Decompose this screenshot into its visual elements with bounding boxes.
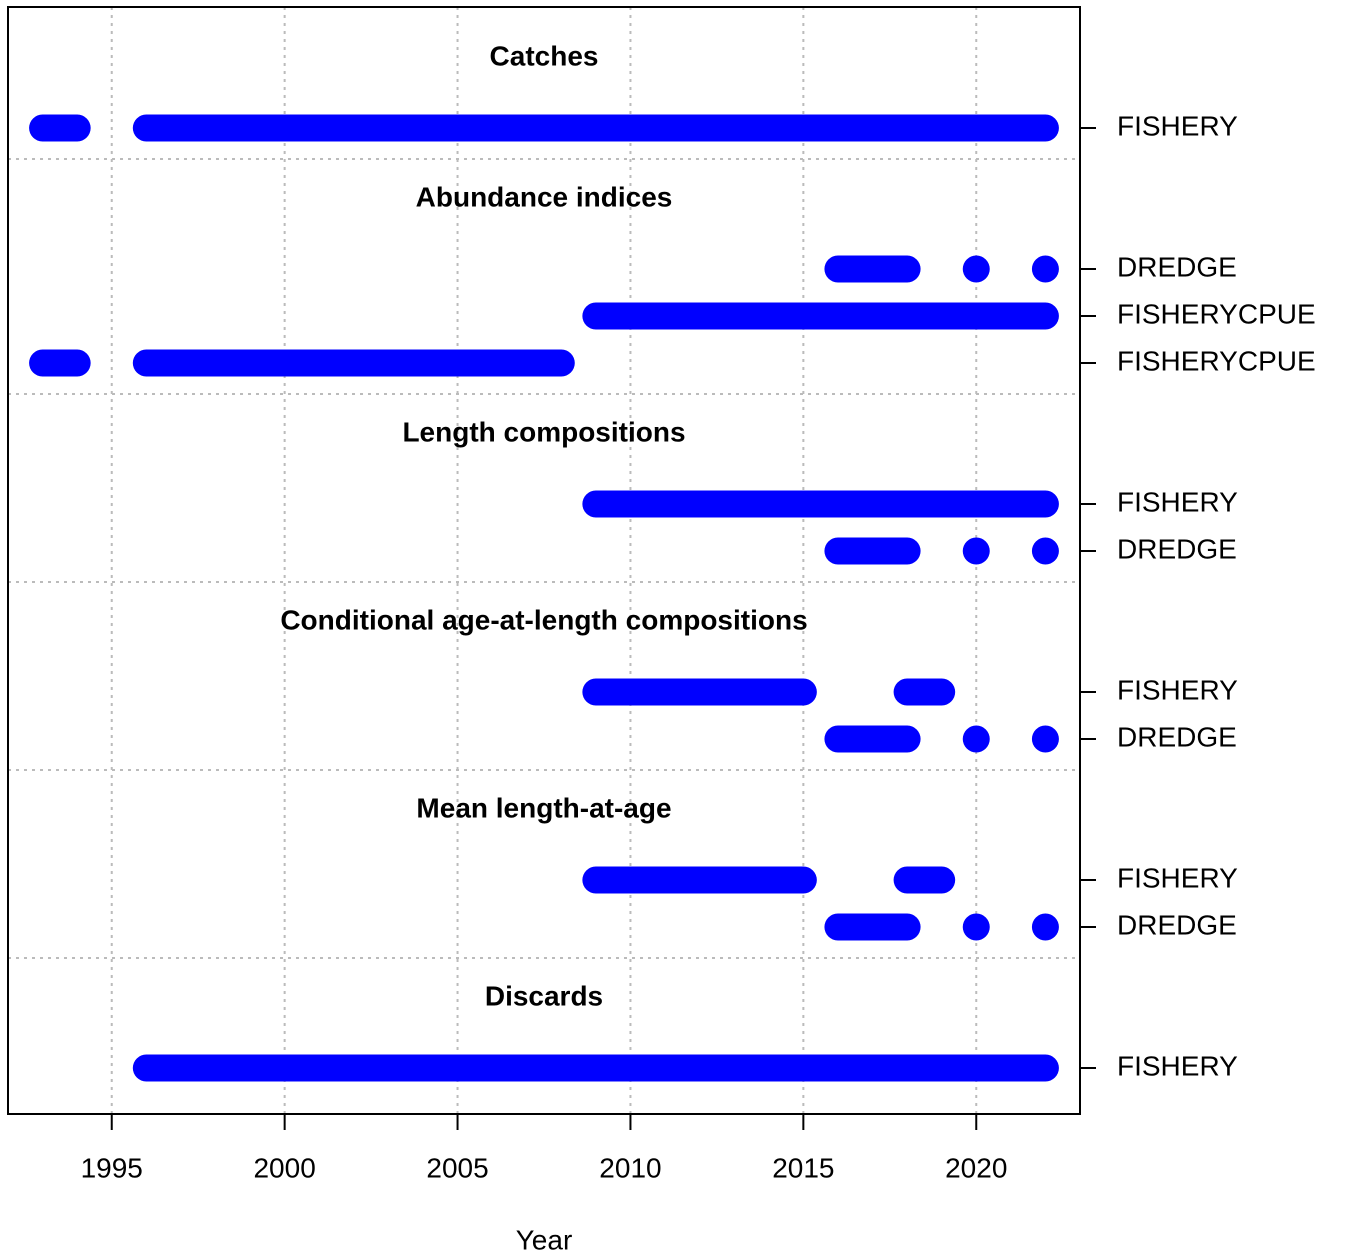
data-point bbox=[962, 255, 990, 283]
row-label: DREDGE bbox=[1117, 533, 1237, 564]
row-label: FISHERY bbox=[1117, 486, 1238, 517]
x-tick-label: 2020 bbox=[945, 1152, 1007, 1183]
x-tick-label: 2015 bbox=[772, 1152, 834, 1183]
row-label: DREDGE bbox=[1117, 251, 1237, 282]
x-tick-label: 1995 bbox=[81, 1152, 143, 1183]
data-point bbox=[962, 913, 990, 941]
data-point bbox=[1031, 725, 1059, 753]
row-label: FISHERYCPUE bbox=[1117, 298, 1316, 329]
section-title: Catches bbox=[490, 40, 599, 71]
x-tick-label: 2000 bbox=[253, 1152, 315, 1183]
section-title: Discards bbox=[485, 980, 603, 1011]
row-label: FISHERY bbox=[1117, 862, 1238, 893]
row-label: FISHERY bbox=[1117, 1050, 1238, 1081]
section-title: Conditional age-at-length compositions bbox=[280, 604, 807, 635]
data-point bbox=[1031, 255, 1059, 283]
row-label: DREDGE bbox=[1117, 909, 1237, 940]
row-label: FISHERY bbox=[1117, 110, 1238, 141]
row-label: FISHERYCPUE bbox=[1117, 345, 1316, 376]
x-tick-label: 2010 bbox=[599, 1152, 661, 1183]
plot-frame bbox=[7, 6, 1081, 1115]
row-label: FISHERY bbox=[1117, 674, 1238, 705]
data-point bbox=[1031, 537, 1059, 565]
section-title: Abundance indices bbox=[416, 181, 673, 212]
data-point bbox=[1031, 913, 1059, 941]
x-tick-label: 2005 bbox=[426, 1152, 488, 1183]
data-point bbox=[962, 725, 990, 753]
section-title: Length compositions bbox=[402, 416, 685, 447]
data-point bbox=[962, 537, 990, 565]
row-label: DREDGE bbox=[1117, 721, 1237, 752]
section-title: Mean length-at-age bbox=[416, 792, 671, 823]
x-axis-label: Year bbox=[516, 1224, 573, 1255]
